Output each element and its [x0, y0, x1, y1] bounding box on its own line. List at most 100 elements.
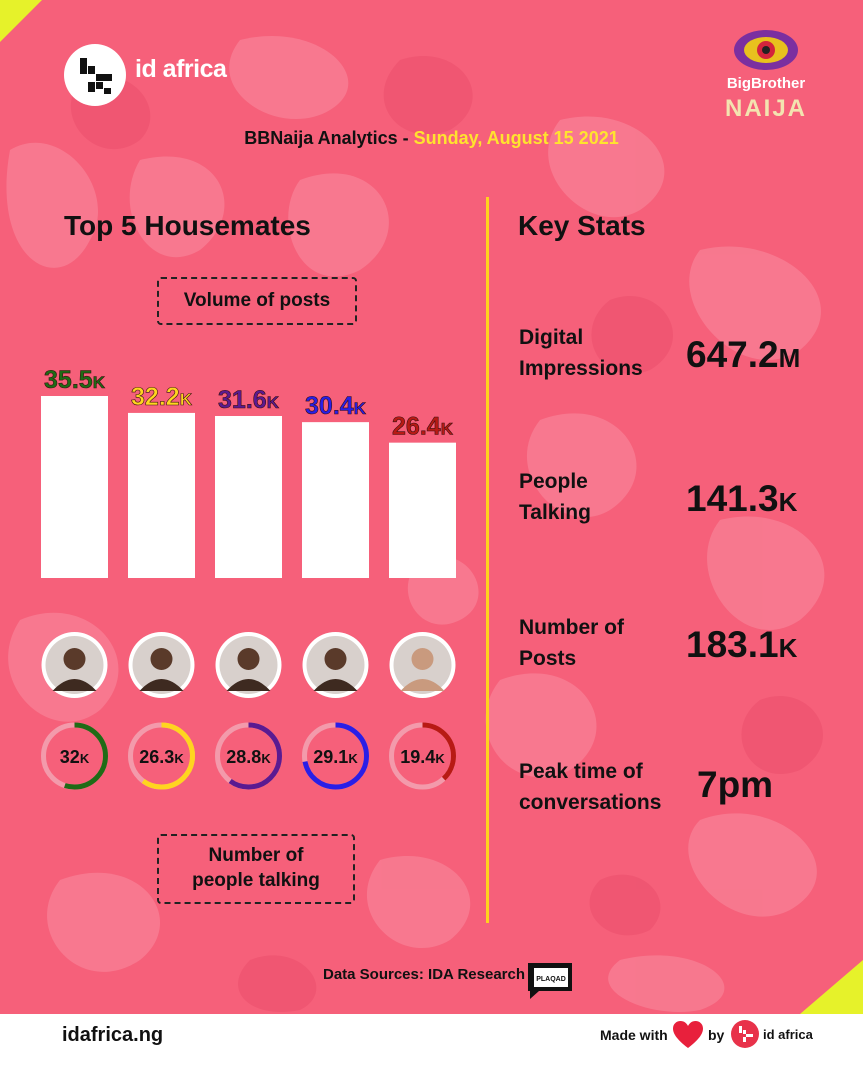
ring-value-label: 29.1K: [313, 747, 358, 767]
bar-arin: [302, 422, 369, 578]
bar-saskay: [215, 415, 282, 578]
bar-value-number: 30.4: [305, 392, 354, 420]
bar-value-label: 35.5K: [44, 366, 106, 394]
heart-icon: [673, 1021, 703, 1048]
stat-number: 7pm: [697, 764, 774, 805]
bar-value-label: 26.4K: [392, 413, 454, 441]
bar-value-unit: K: [354, 399, 367, 418]
bar-value-number: 35.5: [44, 366, 93, 394]
ring-value-number: 28.8: [226, 747, 261, 767]
id-africa-small-logo: [731, 1020, 759, 1048]
headline-prefix: BBNaija Analytics -: [244, 128, 414, 148]
id-africa-logo-text: id africa: [135, 55, 227, 83]
ring-value-label: 19.4K: [400, 747, 445, 767]
bar-value-label: 30.4K: [305, 392, 367, 420]
stat-label-impressions: Digital Impressions: [519, 322, 679, 384]
avatar-head: [237, 648, 260, 670]
ring-value-number: 29.1: [313, 747, 348, 767]
avatar-body: [52, 679, 97, 691]
by-text: by: [708, 1027, 725, 1043]
ring-value-number: 32: [60, 747, 80, 767]
bar-value-unit: K: [180, 390, 193, 409]
avatar-head: [150, 648, 173, 670]
bar-pere: [41, 396, 108, 578]
bar-value-number: 26.4: [392, 413, 441, 441]
plaqad-logo-text: PLAQAD: [536, 976, 566, 983]
avatar-body: [400, 679, 445, 691]
stat-value-people-talking: 141.3K: [686, 478, 797, 520]
id-africa-logo-icon: [80, 58, 112, 94]
show-logo-top-text: BigBrother: [727, 75, 805, 92]
stat-label-line1: People: [519, 470, 588, 493]
bar-value-unit: K: [93, 373, 106, 392]
stat-label-line2: Talking: [519, 501, 591, 524]
plaqad-logo: PLAQAD: [528, 963, 572, 999]
stat-label-line1: Number of: [519, 616, 624, 639]
ring-value-unit: K: [261, 751, 271, 766]
ring-value-unit: K: [435, 751, 445, 766]
ring-value-unit: K: [348, 751, 358, 766]
ring-progress: [128, 722, 195, 790]
stat-label-line1: Digital: [519, 326, 584, 349]
bar-value-label: 31.6K: [218, 386, 280, 414]
footer-bar: [0, 1014, 863, 1080]
page-headline: BBNaija Analytics - Sunday, August 15 20…: [0, 128, 863, 149]
volume-of-posts-label: Volume of posts: [157, 277, 357, 325]
stat-label-peak-time: Peak time of conversations: [519, 756, 679, 818]
stat-value-posts: 183.1K: [686, 624, 797, 666]
ring-value-unit: K: [80, 751, 90, 766]
id-africa-small-logo-icon: [739, 1026, 753, 1042]
stat-label-line1: Peak time of: [519, 760, 643, 783]
show-logo-bottom-text: NAIJA: [725, 95, 807, 122]
stat-number: 183.1: [686, 624, 779, 665]
stat-suffix: M: [778, 343, 801, 373]
stat-label-posts: Number of Posts: [519, 612, 679, 674]
website-link[interactable]: idafrica.ng: [62, 1024, 164, 1046]
id-africa-small-logo-text: id africa: [763, 1027, 813, 1042]
left-section-title: Top 5 Housemates: [64, 210, 311, 241]
ring-value-number: 19.4: [400, 747, 435, 767]
stat-label-line2: Posts: [519, 647, 577, 670]
ring-value-number: 26.3: [139, 747, 174, 767]
bar-value-label: 32.2K: [131, 383, 193, 411]
bar-value-unit: K: [267, 393, 280, 412]
avatar-head: [411, 648, 434, 670]
ring-value-label: 28.8K: [226, 747, 271, 767]
data-sources: Data Sources: IDA Research &: [322, 966, 541, 983]
stat-label-people-talking: People Talking: [519, 466, 679, 528]
bar-value-number: 31.6: [218, 386, 267, 414]
ring-progress: [41, 722, 108, 790]
id-africa-logo: [64, 44, 126, 106]
bar-liquorose: [128, 412, 195, 578]
stat-suffix: K: [778, 487, 798, 517]
avatar-head: [324, 648, 347, 670]
ring-progress: [215, 722, 282, 790]
stat-label-line2: Impressions: [519, 357, 643, 380]
stat-suffix: K: [778, 633, 798, 663]
housemates-bar-chart: 35.5K32K32.2K26.3K31.6K28.8K30.4K29.1K26…: [41, 366, 456, 790]
column-divider: [486, 197, 489, 923]
stat-value-impressions: 647.2M: [686, 334, 800, 376]
bar-value-number: 32.2: [131, 383, 180, 411]
ring-progress: [389, 722, 456, 790]
ring-value-label: 32K: [60, 747, 90, 767]
bar-value-unit: K: [441, 420, 454, 439]
ring-value-label: 26.3K: [139, 747, 184, 767]
avatar-body: [139, 679, 184, 691]
big-brother-naija-logo: BigBrother NAIJA: [725, 30, 807, 122]
people-talking-label: Number of people talking: [157, 834, 355, 904]
avatar-body: [226, 679, 271, 691]
headline-date: Sunday, August 15 2021: [413, 128, 619, 148]
avatar-body: [313, 679, 358, 691]
made-with-text: Made with: [600, 1027, 668, 1043]
bar-maria: [389, 442, 456, 578]
right-section-title: Key Stats: [518, 210, 646, 241]
stat-label-line2: conversations: [519, 791, 662, 814]
ring-value-unit: K: [174, 751, 184, 766]
people-talking-label-line2: people talking: [192, 869, 320, 891]
avatar-head: [63, 648, 86, 670]
people-talking-label-line1: Number of: [208, 845, 304, 866]
ring-progress: [302, 722, 369, 790]
stat-number: 647.2: [686, 334, 779, 375]
